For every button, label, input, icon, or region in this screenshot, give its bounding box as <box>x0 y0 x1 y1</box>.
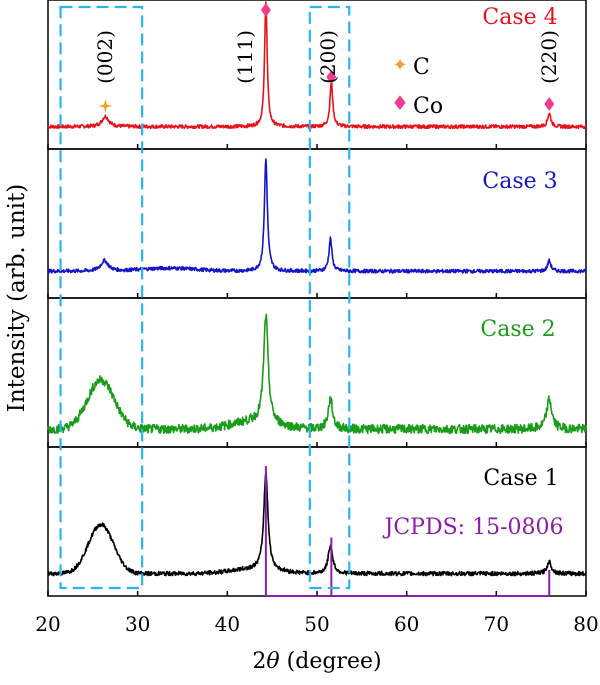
peak-marker-layer <box>98 3 555 113</box>
series-layer <box>47 1 587 577</box>
x-tick-label: 20 <box>35 612 60 636</box>
series-line-case-4 <box>47 1 587 130</box>
x-tick-label: 30 <box>125 612 150 636</box>
legend-label-carbon: C <box>413 55 430 80</box>
series-line-case-1 <box>47 471 587 577</box>
series-label-case-4: Case 4 <box>482 5 557 30</box>
x-tick-label: 40 <box>215 612 240 636</box>
carbon-peak-marker-icon <box>98 99 113 113</box>
reference-layer <box>264 466 551 597</box>
x-axis-label-unit: (degree) <box>280 649 382 674</box>
reference-label: JCPDS: 15-0806 <box>383 515 564 540</box>
x-tick-label: 80 <box>573 612 598 636</box>
carbon-marker-icon: ✦ <box>392 55 407 76</box>
peak-label-200: (200) <box>316 30 340 84</box>
legend-label-cobalt: Co <box>413 94 443 119</box>
series-label-case-1: Case 1 <box>483 466 558 491</box>
highlight-box-2 <box>308 5 351 590</box>
cobalt-peak-marker-111-icon <box>260 3 271 17</box>
x-tick-label: 60 <box>394 612 419 636</box>
cobalt-peak-marker-220-icon <box>544 97 555 111</box>
cobalt-peak-marker-200-icon <box>326 70 337 84</box>
series-label-case-2: Case 2 <box>480 317 555 342</box>
peak-label-220: (220) <box>537 30 561 84</box>
cobalt-marker-icon: ♦ <box>391 91 409 115</box>
x-axis-label-theta: θ <box>266 649 279 674</box>
x-axis-label-prefix: 2 <box>252 649 266 674</box>
highlight-box-layer <box>59 5 351 590</box>
highlight-box-1 <box>59 5 144 590</box>
y-axis-label: Intensity (arb. unit) <box>4 184 30 413</box>
series-line-case-2 <box>47 313 587 435</box>
series-line-case-3 <box>47 158 587 274</box>
series-label-case-3: Case 3 <box>482 169 557 194</box>
x-tick-label: 50 <box>304 612 329 636</box>
x-tick-label: 70 <box>484 612 509 636</box>
peak-label-111: (111) <box>233 30 257 84</box>
x-tick-layer: 20 30 40 50 60 70 80 <box>35 144 599 636</box>
x-axis-label: 2θ (degree) <box>252 649 381 674</box>
peak-label-002: (002) <box>93 30 117 84</box>
